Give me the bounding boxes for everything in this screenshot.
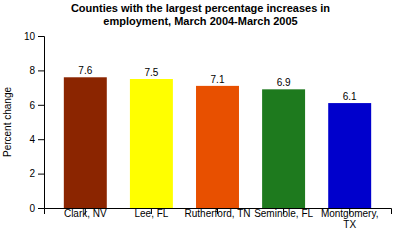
tick: Rutherford, TN [185,208,251,219]
tick-label: Montgomery,TX [321,208,379,230]
bar [196,86,239,208]
axis-line [38,37,45,209]
tick: Seminole, FL [254,208,313,219]
tick-mark [38,70,44,71]
tick: 4 [29,134,44,145]
bar [130,79,173,208]
tick: Montgomery,TX [321,208,379,230]
tick-label: 4 [29,134,35,145]
tick-mark [38,36,44,37]
data-label: 7.6 [78,65,92,76]
tick-mark [38,174,44,175]
tick-label: Lee, FL [134,208,168,219]
tick: Clark, NV [64,208,107,219]
tick-mark [38,208,44,209]
tick: 0 [29,203,44,214]
tick: Lee, FL [134,208,168,219]
tick-label: 6 [29,100,35,111]
tick-label: Seminole, FL [254,208,313,219]
bar [262,89,305,208]
bar [328,103,371,208]
tick: 2 [29,168,44,179]
tick-label: Rutherford, TN [185,208,251,219]
text-line: Clark, NV [64,208,107,219]
tick-label: Clark, NV [64,208,107,219]
x-axis: Clark, NV Lee, FL Rutherford, TNSeminole, … [45,208,392,230]
y-axis: 0 2 4 6 8 10 [24,31,45,214]
text-line: Lee, FL [134,208,168,219]
data-label: 7.1 [211,74,225,85]
data-label: 6.1 [343,91,357,102]
text-line: Montgomery, [321,208,379,219]
title: Counties with the largest percentage inc… [71,2,330,27]
text-line: employment, March 2004-March 2005 [103,15,297,27]
text-line: Seminole, FL [254,208,313,219]
chart: Counties with the largest percentage inc… [0,0,401,238]
plot: 7.6 7.5 7.1 6.9 6.1 0 2 4 6 8 10 Clark, NV Lee, FL Ru… [24,31,392,230]
y-axis-title: Percent change [2,87,13,157]
tick: 6 [29,100,44,111]
tick-label: 2 [29,168,35,179]
tick: 10 [24,31,44,42]
tick-label: 10 [24,31,36,42]
data-labels: 7.6 7.5 7.1 6.9 6.1 [78,65,357,102]
text-line: Rutherford, TN [185,208,251,219]
tick-mark [38,139,44,140]
bar [64,77,107,208]
text-line: Counties with the largest percentage inc… [71,2,330,14]
text-line: TX [343,219,356,230]
bars [64,77,371,208]
tick-label: 8 [29,65,35,76]
tick: 8 [29,65,44,76]
data-label: 6.9 [277,77,291,88]
tick-label: 0 [29,203,35,214]
tick-mark [38,105,44,106]
data-label: 7.5 [144,67,158,78]
